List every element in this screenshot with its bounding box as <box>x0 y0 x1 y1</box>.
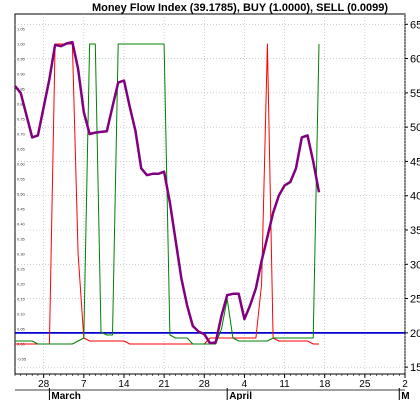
x-tick-label: 14 <box>118 379 130 390</box>
month-label: April <box>229 391 252 400</box>
right-tick-label: 20 <box>410 328 420 340</box>
left-tick-label: 0.95 <box>17 57 26 62</box>
left-tick-label: 0.75 <box>17 117 26 122</box>
right-tick-label: 45 <box>410 156 420 168</box>
month-label: M <box>401 391 409 400</box>
left-tick-label: 0.50 <box>17 192 26 197</box>
x-tick-label: 25 <box>359 379 371 390</box>
left-tick-label: 0.55 <box>17 177 26 182</box>
right-axis: 15 20 25 30 35 40 45 50 55 60 65 <box>405 19 420 374</box>
right-tick-label: 35 <box>410 225 420 237</box>
left-tick-label: 0.35 <box>17 237 26 242</box>
chart-title: Money Flow Index (39.1785), BUY (1.0000)… <box>92 2 388 14</box>
x-tick-label: 2 <box>402 379 408 390</box>
right-tick-label: 50 <box>410 122 420 134</box>
x-tick-label: 4 <box>242 379 248 390</box>
left-tick-label: 0.45 <box>17 207 26 212</box>
left-tick-label: 0.30 <box>17 252 26 257</box>
left-tick-label: 0.80 <box>17 102 26 107</box>
x-tick-label: 18 <box>319 379 331 390</box>
left-tick-label: 0.40 <box>17 222 26 227</box>
buy-signal-line <box>15 43 320 345</box>
left-tick-label: 0.10 <box>17 312 26 317</box>
series-layer <box>14 40 321 345</box>
left-tick-label: 0.05 <box>17 327 26 332</box>
right-tick-label: 15 <box>410 362 420 374</box>
right-tick-label: 60 <box>410 54 420 66</box>
right-tick-label: 65 <box>410 19 420 31</box>
left-tick-label: 1.00 <box>17 42 26 47</box>
x-axis: 28 7 14 21 28 4 11 18 25 2 March April M <box>14 374 410 400</box>
left-tick-label: -0.05 <box>17 357 27 362</box>
left-tick-label: 1.05 <box>17 27 26 32</box>
right-tick-label: 40 <box>410 191 420 203</box>
x-tick-label: 28 <box>199 379 211 390</box>
sell-signal-line <box>15 43 319 345</box>
left-tick-label: 0.60 <box>17 162 26 167</box>
x-tick-label: 11 <box>279 379 290 390</box>
left-tick-label: 0.20 <box>17 282 26 287</box>
x-tick-label: 28 <box>38 379 50 390</box>
month-label: March <box>51 391 80 400</box>
x-tick-label: 21 <box>159 379 171 390</box>
left-tick-label: 0.90 <box>17 72 26 77</box>
right-tick-label: 30 <box>410 259 420 271</box>
mfi-line <box>14 40 321 345</box>
right-tick-label: 25 <box>410 294 420 306</box>
left-tick-label: 0.70 <box>17 132 26 137</box>
left-tick-label: 0.15 <box>17 297 26 302</box>
left-tick-label: 0.65 <box>17 147 26 152</box>
x-tick-label: 7 <box>81 379 87 390</box>
left-tick-label: 0.85 <box>17 87 26 92</box>
right-tick-label: 55 <box>410 88 420 100</box>
left-tick-label: 0.25 <box>17 267 26 272</box>
